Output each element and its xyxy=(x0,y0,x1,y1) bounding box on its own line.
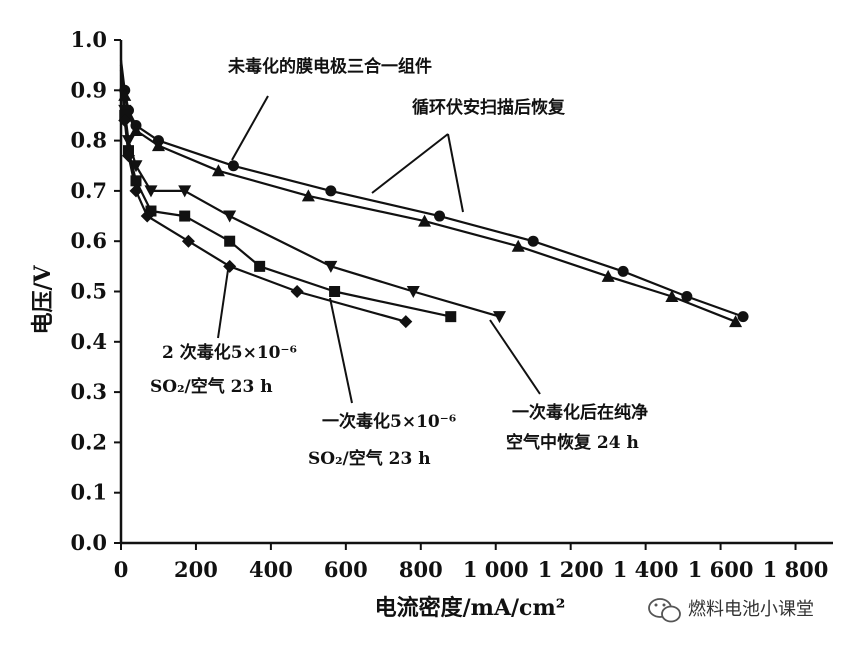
data-point-triangle-up xyxy=(118,88,132,101)
data-point-triangle-down xyxy=(406,286,420,298)
data-point-square xyxy=(224,235,236,247)
x-axis-label: 电流密度/mA/cm² xyxy=(375,595,566,621)
data-point-triangle-up xyxy=(665,290,679,303)
data-point-square xyxy=(179,210,191,222)
data-point-triangle-up xyxy=(729,315,743,328)
series-markers xyxy=(118,84,749,329)
x-tick-label: 600 xyxy=(324,557,368,582)
annotation-recover-air-line1: 一次毒化后在纯净 xyxy=(512,402,648,423)
data-point-triangle-down xyxy=(121,135,135,148)
data-point-diamond xyxy=(290,285,304,298)
data-point-diamond xyxy=(140,209,154,223)
data-point-triangle-up xyxy=(129,124,143,137)
y-tick-label: 0.1 xyxy=(70,480,107,505)
data-point-triangle-up xyxy=(211,164,225,177)
data-point-triangle-up xyxy=(151,139,165,152)
series-line-5 xyxy=(119,70,407,323)
annotation-poison1-line1: 一次毒化5×10⁻⁶ xyxy=(322,411,456,432)
x-tick-label: 1 200 xyxy=(538,557,604,582)
annotation-unpoisoned: 未毒化的膜电极三合一组件 xyxy=(227,56,432,77)
arrow-poison1 xyxy=(329,297,353,404)
data-point-triangle-down xyxy=(223,210,237,223)
watermark-text: 燃料电池小课堂 xyxy=(688,599,814,620)
arrow-recovered-cv-1 xyxy=(371,133,449,194)
series-line-4 xyxy=(119,70,452,318)
x-tick-label: 1 800 xyxy=(763,557,829,582)
data-point-diamond xyxy=(118,113,132,127)
watermark: 燃料电池小课堂 xyxy=(648,598,814,623)
data-point-triangle-down xyxy=(129,160,143,173)
data-point-square xyxy=(329,286,341,297)
wechat-icon xyxy=(648,598,681,623)
data-point-circle xyxy=(617,265,629,277)
y-tick-label: 0.9 xyxy=(70,77,107,102)
data-point-square xyxy=(445,311,457,323)
data-point-circle xyxy=(681,291,693,303)
data-point-diamond xyxy=(129,184,143,198)
arrow-recover-air xyxy=(489,319,541,395)
annotations: 未毒化的膜电极三合一组件 循环伏安扫描后恢复 2 次毒化5×10⁻⁶ SO₂/空… xyxy=(150,56,648,469)
data-point-circle xyxy=(325,185,337,197)
data-point-triangle-down xyxy=(144,185,158,198)
x-tick-label: 1 600 xyxy=(688,557,754,582)
x-tick-label: 800 xyxy=(399,557,443,582)
data-point-square xyxy=(130,175,142,187)
arrow-poison2 xyxy=(217,269,229,339)
annotation-poison2-line1: 2 次毒化5×10⁻⁶ xyxy=(162,342,297,363)
data-point-triangle-up xyxy=(601,269,615,282)
arrow-recovered-cv-2 xyxy=(447,133,464,213)
annotation-poison1-line2: SO₂/空气 23 h xyxy=(308,448,431,469)
y-tick-label: 0.2 xyxy=(70,429,107,454)
data-point-square xyxy=(145,205,157,217)
x-tick-label: 200 xyxy=(174,557,218,582)
data-point-triangle-down xyxy=(492,311,506,324)
axis-ticks: 0 200 400 600 800 1 000 1 200 1 400 1 600 1 800 0.… xyxy=(70,27,828,582)
y-tick-label: 0.4 xyxy=(70,329,107,354)
y-tick-label: 1.0 xyxy=(70,27,107,52)
data-point-diamond xyxy=(181,234,195,248)
data-point-square xyxy=(254,260,266,272)
data-point-triangle-up xyxy=(418,214,432,227)
y-axis-label: 电压/V xyxy=(30,265,56,335)
data-point-diamond xyxy=(223,259,237,273)
y-tick-label: 0.3 xyxy=(70,379,107,404)
data-point-circle xyxy=(227,160,239,172)
annotation-recover-air-line2: 空气中恢复 24 h xyxy=(506,432,639,453)
annotation-poison2-line2: SO₂/空气 23 h xyxy=(150,376,273,397)
y-tick-label: 0.8 xyxy=(70,128,107,153)
y-tick-label: 0.6 xyxy=(70,228,107,253)
x-tick-label: 1 000 xyxy=(463,557,529,582)
data-point-circle xyxy=(434,210,446,222)
y-tick-label: 0.7 xyxy=(70,178,107,203)
data-point-triangle-up xyxy=(301,189,315,202)
y-tick-label: 0.5 xyxy=(70,279,107,304)
annotation-recovered-cv: 循环伏安扫描后恢复 xyxy=(412,97,566,118)
y-tick-label: 0.0 xyxy=(70,530,107,555)
data-point-circle xyxy=(737,311,749,323)
x-tick-label: 1 400 xyxy=(613,557,679,582)
data-point-diamond xyxy=(121,149,135,163)
data-point-circle xyxy=(527,235,539,247)
x-tick-label: 0 xyxy=(114,557,129,582)
arrow-unpoisoned xyxy=(231,95,269,161)
data-point-triangle-down xyxy=(178,185,192,198)
x-tick-label: 400 xyxy=(249,557,293,582)
data-point-triangle-up xyxy=(511,239,525,252)
data-point-diamond xyxy=(399,315,413,329)
data-point-triangle-down xyxy=(324,260,338,273)
